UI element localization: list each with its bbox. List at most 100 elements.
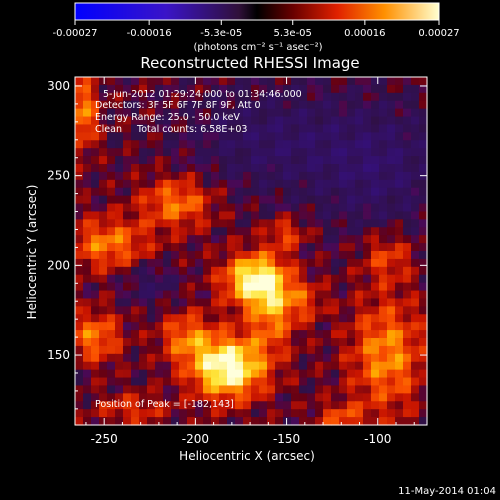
heatmap-cell	[243, 132, 252, 141]
heatmap-cell	[211, 171, 220, 181]
heatmap-cell	[163, 417, 172, 426]
heatmap-cell	[171, 211, 180, 220]
heatmap-cell	[363, 156, 372, 165]
heatmap-cell	[219, 92, 228, 102]
heatmap-cell	[299, 345, 308, 355]
heatmap-cell	[211, 92, 220, 102]
heatmap-cell	[211, 156, 220, 165]
heatmap-cell	[291, 282, 300, 292]
heatmap-cell	[339, 108, 348, 118]
heatmap-cell	[163, 409, 172, 418]
heatmap-cell	[387, 227, 396, 236]
heatmap-cell	[219, 330, 228, 339]
heatmap-cell	[115, 164, 124, 173]
heatmap-cell	[139, 369, 148, 379]
heatmap-cell	[107, 187, 116, 197]
heatmap-cell	[411, 211, 420, 220]
heatmap-cell	[155, 322, 164, 331]
heatmap-cell	[75, 92, 84, 102]
heatmap-cell	[371, 377, 380, 387]
heatmap-cell	[411, 164, 420, 173]
heatmap-cell	[155, 258, 164, 268]
heatmap-cell	[259, 195, 268, 205]
heatmap-cell	[171, 77, 180, 86]
heatmap-cell	[187, 179, 196, 189]
heatmap-cell	[139, 330, 148, 339]
heatmap-cell	[251, 258, 260, 268]
plot-frame	[74, 76, 428, 426]
heatmap-cell	[323, 156, 332, 165]
footer-timestamp: 11-May-2014 01:04	[398, 486, 496, 497]
heatmap-cell	[171, 274, 180, 284]
heatmap-cell	[315, 314, 324, 323]
heatmap-cell	[371, 298, 380, 307]
heatmap-cell	[147, 132, 156, 141]
heatmap-cell	[403, 266, 412, 276]
heatmap-cell	[179, 401, 188, 410]
heatmap-cell	[115, 84, 124, 94]
heatmap-cell	[155, 100, 164, 110]
heatmap-cell	[235, 369, 244, 379]
heatmap-cell	[283, 345, 292, 355]
heatmap-cell	[267, 140, 276, 149]
heatmap-cell	[211, 148, 220, 157]
heatmap-cell	[387, 116, 396, 126]
heatmap-cell	[411, 243, 420, 252]
heatmap-cell	[75, 338, 84, 347]
heatmap-cell	[227, 235, 236, 244]
heatmap-cell	[419, 393, 428, 402]
heatmap-cell	[363, 108, 372, 118]
heatmap-cell	[387, 361, 396, 371]
heatmap-cell	[91, 290, 100, 300]
heatmap-cell	[379, 314, 388, 323]
heatmap-cell	[355, 274, 364, 284]
heatmap-cell	[115, 251, 124, 260]
heatmap-cell	[243, 393, 252, 402]
heatmap-cell	[339, 330, 348, 339]
heatmap-cell	[131, 369, 140, 379]
heatmap-cell	[251, 298, 260, 307]
heatmap-cell	[395, 282, 404, 292]
heatmap-cell	[75, 187, 84, 197]
heatmap-cell	[331, 84, 340, 94]
heatmap-cell	[75, 314, 84, 323]
heatmap-cell	[219, 124, 228, 133]
heatmap-cell	[235, 227, 244, 236]
heatmap-cell	[91, 401, 100, 410]
heatmap-cell	[403, 227, 412, 236]
heatmap-cell	[283, 338, 292, 347]
heatmap-cell	[171, 219, 180, 228]
heatmap-cell	[227, 92, 236, 102]
heatmap-cell	[179, 314, 188, 323]
heatmap-cell	[123, 124, 132, 133]
heatmap-cell	[387, 306, 396, 315]
heatmap-cell	[211, 179, 220, 189]
heatmap-cell	[123, 274, 132, 284]
heatmap-cell	[267, 345, 276, 355]
heatmap-cell	[203, 393, 212, 402]
heatmap-cell	[115, 330, 124, 339]
heatmap-cell	[379, 179, 388, 189]
heatmap-cell	[171, 306, 180, 315]
heatmap-cell	[275, 179, 284, 189]
heatmap-cell	[227, 401, 236, 410]
heatmap-cell	[251, 164, 260, 173]
heatmap-cell	[139, 140, 148, 149]
heatmap-cell	[371, 353, 380, 363]
heatmap-cell	[291, 338, 300, 347]
heatmap-cell	[147, 211, 156, 220]
heatmap-cell	[339, 156, 348, 165]
heatmap-cell	[395, 393, 404, 402]
heatmap-cell	[291, 393, 300, 402]
heatmap-cell	[355, 258, 364, 268]
heatmap-cell	[139, 393, 148, 402]
heatmap-cell	[363, 274, 372, 284]
colorbar-ticks: -0.00027 -0.00016 -5.3e-05 5.3e-05 0.00016 0.…	[53, 20, 460, 39]
heatmap-cell	[107, 243, 116, 252]
heatmap-cell	[299, 140, 308, 149]
heatmap-cell	[235, 187, 244, 197]
heatmap-cell	[331, 345, 340, 355]
heatmap-cell	[195, 219, 204, 228]
heatmap-cell	[235, 377, 244, 387]
heatmap-cell	[171, 266, 180, 276]
